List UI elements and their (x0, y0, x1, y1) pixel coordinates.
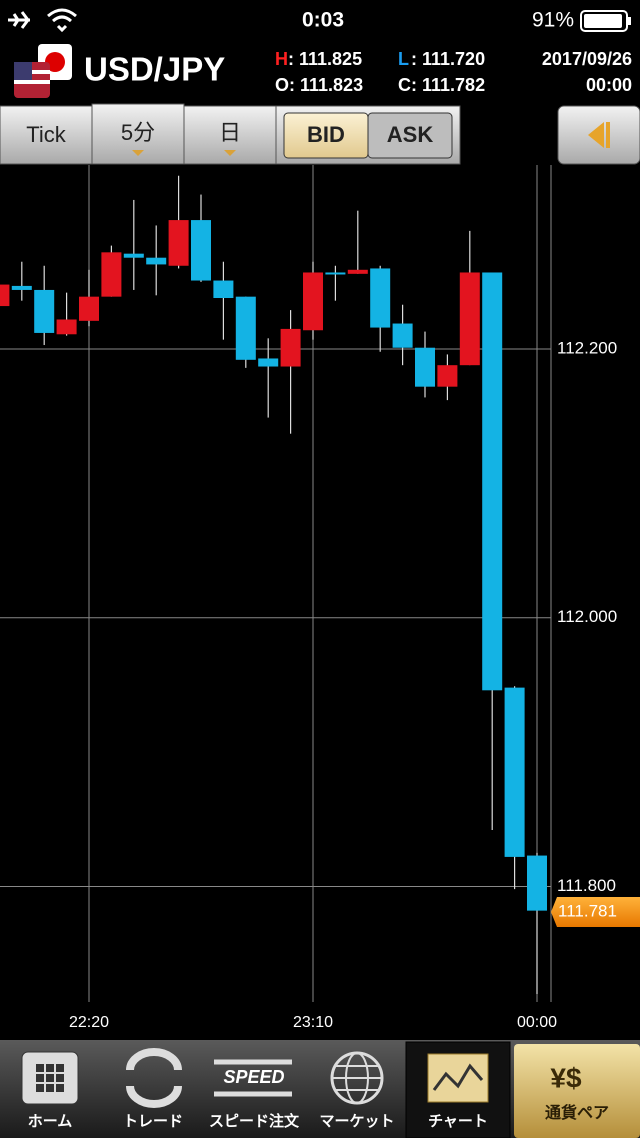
candle-body (213, 280, 234, 299)
candle-body (123, 253, 144, 258)
tab-label: チャート (428, 1113, 488, 1130)
candle-body (146, 257, 167, 265)
candle-body (235, 296, 256, 360)
bid-label: BID (307, 122, 345, 147)
speed-icon[interactable] (214, 1059, 292, 1097)
plot-area (0, 165, 551, 1002)
candle-body (79, 296, 99, 321)
tick-button[interactable] (0, 105, 93, 165)
candle-body (437, 365, 458, 387)
dropdown-arrow (132, 150, 144, 156)
candle-body (258, 358, 279, 367)
x-tick-label: 00:00 (517, 1014, 557, 1031)
ask-label: ASK (387, 122, 434, 147)
day-label: 日 (219, 120, 241, 145)
candle-body (459, 272, 480, 366)
x-tick-label: 23:10 (293, 1014, 333, 1031)
date: 2017/09/26 (542, 49, 632, 69)
candle-body (347, 269, 368, 274)
low-key: L (398, 49, 409, 69)
battery-percent: 91% (532, 9, 574, 32)
candle-body (482, 272, 503, 691)
ask-button[interactable] (367, 112, 453, 159)
chart-icon[interactable] (427, 1053, 489, 1103)
low-value: : 111.720 (411, 49, 485, 69)
tab-label: ホーム (28, 1113, 73, 1130)
tab-label: 通貨ペア (545, 1103, 609, 1122)
clock: 0:03 (302, 9, 344, 32)
currency-pair: USD/JPY (84, 51, 225, 88)
tab-label: スピード注文 (209, 1112, 300, 1130)
current-price-tag (551, 896, 640, 927)
bar-time: 00:00 (586, 75, 632, 95)
speed-icon-text: SPEED (223, 1067, 284, 1087)
candle-body (392, 323, 413, 348)
trade-icon[interactable] (126, 1048, 182, 1108)
interval-label: 5分 (121, 120, 155, 145)
candle-body (325, 272, 346, 275)
flag-us-stripe (14, 80, 50, 84)
battery-level (584, 14, 622, 28)
tab-label: マーケット (319, 1113, 394, 1130)
tab-bar: ホーム トレード SPEED スピード注文 マーケット チャート ¥$ 通貨ペア (0, 1040, 640, 1138)
pairs-tab-bg[interactable] (514, 1044, 640, 1138)
candle-body (34, 289, 55, 333)
x-tick-label: 22:20 (69, 1014, 109, 1031)
y-tick-label: 112.000 (557, 607, 617, 626)
dropdown-arrow (224, 150, 236, 156)
battery-icon (580, 10, 628, 32)
close-value: C: 111.782 (398, 75, 485, 95)
flag-us-canton (14, 62, 32, 80)
high-value: : 111.825 (288, 49, 362, 69)
candle-body (370, 268, 391, 328)
candle-body (415, 347, 435, 387)
toolbar: Tick 5分 日 BID ASK (0, 103, 640, 165)
wifi-icon (47, 8, 77, 33)
chart-icon-line (432, 1063, 484, 1091)
candle-body (101, 252, 122, 297)
candle-body (56, 319, 77, 335)
open-value: O: 111.823 (275, 75, 363, 95)
candle-body (504, 687, 525, 857)
market-icon-lines (332, 1065, 382, 1091)
candle-body (191, 220, 211, 281)
candle-body (527, 855, 547, 911)
candle-body (280, 328, 301, 367)
chart: 111.800 112.000 112.200 22:20 23:10 00:00 111.… (0, 165, 640, 1031)
candle-body (0, 284, 10, 307)
tick-label: Tick (26, 122, 67, 147)
tab-label: トレード (123, 1113, 183, 1130)
airplane-icon (8, 11, 30, 29)
battery-tip (628, 17, 631, 25)
candle-body (11, 285, 32, 290)
collapse-arrow (588, 122, 604, 148)
pairs-icon: ¥$ (550, 1062, 582, 1093)
home-grid (36, 1064, 64, 1092)
candle-body (303, 272, 323, 331)
current-price-label: 111.781 (558, 901, 617, 920)
y-tick-label: 111.800 (557, 876, 616, 895)
candle-body (168, 220, 189, 266)
collapse-bar (606, 122, 610, 148)
y-tick-label: 112.200 (557, 339, 617, 358)
high-key: H (275, 49, 288, 69)
